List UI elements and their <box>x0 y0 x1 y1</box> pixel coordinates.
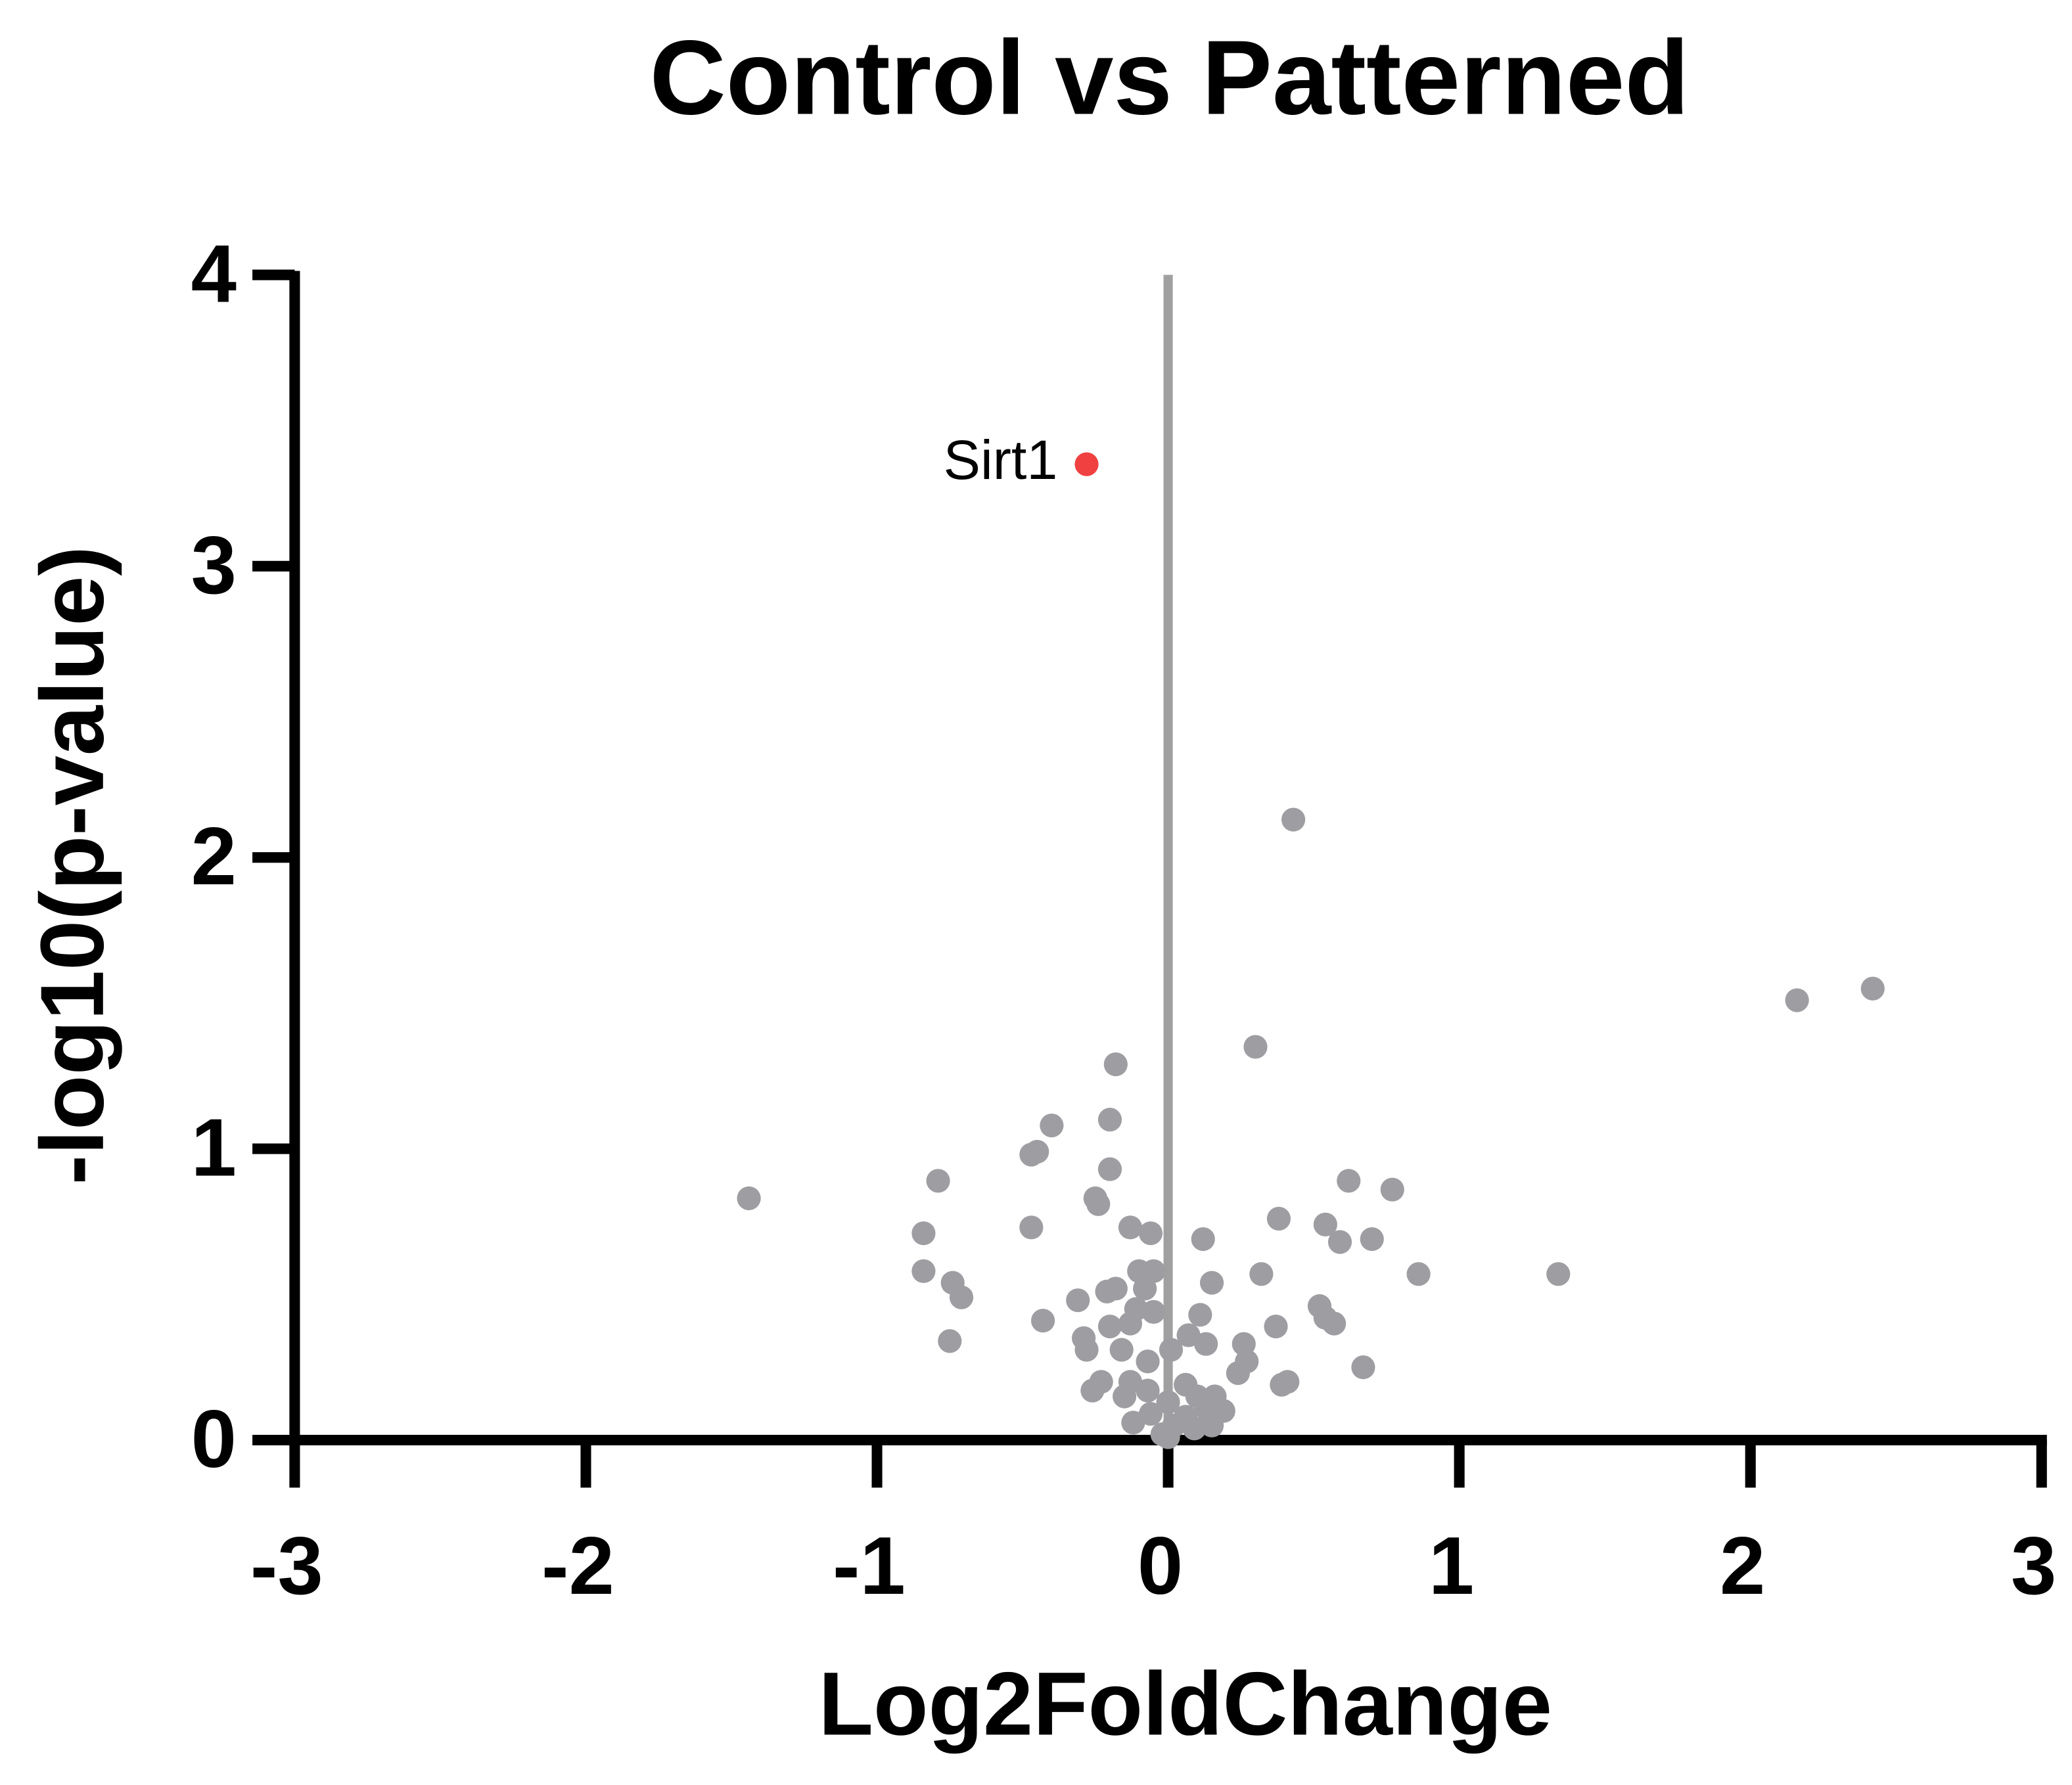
y-tick-label: 4 <box>191 228 237 319</box>
data-point <box>1030 1309 1055 1333</box>
data-point <box>1264 1314 1288 1339</box>
data-point <box>911 1259 936 1283</box>
data-point <box>938 1329 962 1353</box>
data-point <box>1019 1215 1044 1240</box>
data-point <box>1074 452 1099 476</box>
data-point <box>1226 1361 1251 1386</box>
data-point <box>1159 1338 1184 1362</box>
data-point <box>1074 1338 1099 1362</box>
data-point <box>949 1285 974 1309</box>
data-point <box>1188 1303 1212 1327</box>
data-point <box>1080 1378 1105 1403</box>
data-point <box>1156 1390 1180 1414</box>
data-point <box>1313 1212 1337 1236</box>
data-point <box>1118 1215 1143 1240</box>
data-point <box>1199 1271 1224 1295</box>
y-tick-label: 0 <box>191 1393 237 1485</box>
data-point <box>1136 1378 1160 1403</box>
data-point <box>1019 1142 1044 1167</box>
data-point <box>1360 1227 1384 1252</box>
x-tick-label: -1 <box>833 1520 906 1612</box>
data-point <box>1133 1277 1157 1301</box>
x-tick-label: 2 <box>1720 1520 1765 1612</box>
data-point <box>1337 1169 1361 1193</box>
data-point <box>1141 1299 1166 1324</box>
data-point <box>1232 1332 1256 1356</box>
data-point <box>737 1186 761 1211</box>
data-point <box>1191 1227 1215 1252</box>
data-point <box>1113 1384 1137 1409</box>
data-point <box>1281 807 1306 832</box>
y-axis-title: -log10(p-value) <box>22 546 122 1185</box>
data-point <box>1406 1262 1431 1286</box>
x-tick-label: 3 <box>2011 1520 2056 1612</box>
chart-title: Control vs Patterned <box>650 18 1690 137</box>
y-tick-label: 1 <box>191 1102 237 1194</box>
point-label: Sirt1 <box>944 429 1058 491</box>
data-point <box>1103 1052 1128 1077</box>
data-point <box>1266 1206 1291 1231</box>
data-point <box>1086 1192 1111 1216</box>
x-tick-label: 0 <box>1138 1520 1183 1612</box>
x-tick-label: -3 <box>250 1520 323 1612</box>
data-point <box>1182 1416 1207 1441</box>
x-tick-label: -2 <box>541 1520 614 1612</box>
data-point <box>1097 1108 1122 1132</box>
data-point <box>1097 1157 1122 1181</box>
data-point <box>1136 1349 1160 1374</box>
data-point <box>1138 1221 1163 1246</box>
data-point <box>1097 1314 1122 1339</box>
data-point <box>1322 1311 1347 1336</box>
data-point <box>926 1169 950 1193</box>
data-point <box>1785 988 1809 1012</box>
data-point <box>1118 1311 1143 1336</box>
data-point <box>1860 976 1885 1001</box>
data-point <box>1040 1114 1064 1138</box>
data-point <box>1156 1425 1180 1449</box>
y-tick-label: 2 <box>191 811 237 902</box>
data-point <box>1327 1230 1352 1254</box>
data-point <box>1121 1411 1145 1435</box>
y-tick-label: 3 <box>191 520 237 611</box>
x-axis-title: Log2FoldChange <box>818 1653 1552 1753</box>
data-point <box>1546 1262 1571 1286</box>
data-point <box>911 1221 936 1246</box>
data-point <box>1066 1288 1090 1313</box>
data-point <box>1095 1279 1119 1303</box>
data-point <box>1194 1332 1218 1356</box>
x-tick-label: 1 <box>1429 1520 1474 1612</box>
data-point <box>1243 1035 1268 1059</box>
data-point <box>1199 1413 1224 1437</box>
data-point <box>1351 1355 1375 1380</box>
data-point <box>1249 1262 1274 1286</box>
data-point <box>1380 1177 1404 1202</box>
data-point <box>1270 1372 1294 1397</box>
data-point <box>1109 1338 1134 1362</box>
